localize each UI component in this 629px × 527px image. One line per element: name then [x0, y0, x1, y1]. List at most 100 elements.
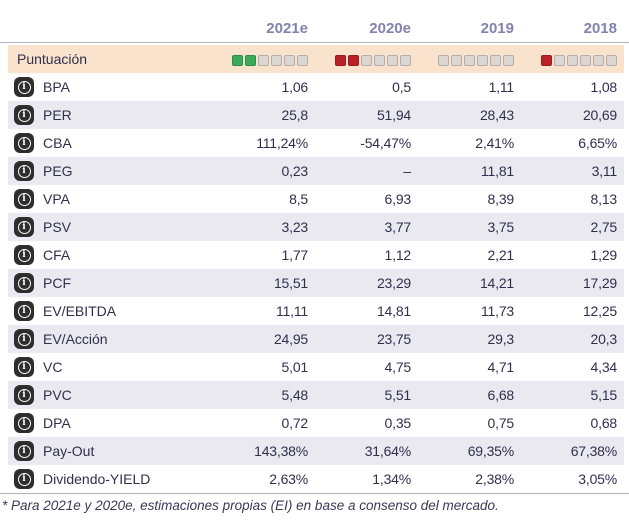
- info-icon-glyph: i: [17, 360, 31, 374]
- rating-square-empty: [361, 54, 372, 66]
- info-icon[interactable]: i: [14, 273, 34, 293]
- row-label-cell: i VC: [8, 357, 212, 377]
- row-label-cell: i PSV: [8, 217, 212, 237]
- info-icon-glyph: i: [17, 276, 31, 290]
- row-label-cell: i CBA: [8, 133, 212, 153]
- cell-value-2021e: 0,23: [281, 163, 309, 179]
- cell-value-2021e: 5,01: [281, 359, 309, 375]
- info-icon[interactable]: i: [14, 189, 34, 209]
- rating-square-green: [232, 54, 243, 66]
- table-row: i Pay-Out 143,38% 31,64% 69,35% 67,38%: [8, 437, 624, 465]
- rating-square-empty: [503, 54, 514, 66]
- cell-value-2020e: 23,29: [376, 275, 411, 291]
- rating-square-red: [541, 54, 552, 66]
- cell-value-2019: 1,11: [488, 79, 515, 95]
- table-row: i CFA 1,77 1,12 2,21 1,29: [8, 241, 624, 269]
- table-row: i CBA 111,24% -54,47% 2,41% 6,65%: [8, 129, 624, 157]
- cell-value-2019: 8,39: [487, 191, 515, 207]
- row-label-cell: i PEG: [8, 161, 212, 181]
- row-label: PER: [43, 107, 72, 123]
- info-icon[interactable]: i: [14, 301, 34, 321]
- rating-square-empty: [451, 54, 462, 66]
- info-icon[interactable]: i: [14, 357, 34, 377]
- rating-square-red: [335, 54, 346, 66]
- score-cell-2019: [418, 51, 521, 67]
- row-label: PCF: [43, 275, 71, 291]
- info-icon[interactable]: i: [14, 161, 34, 181]
- cell-value-2021e: 3,23: [281, 219, 309, 235]
- info-icon[interactable]: i: [14, 385, 34, 405]
- info-icon[interactable]: i: [14, 329, 34, 349]
- cell-value-2020e: 23,75: [376, 331, 411, 347]
- rating-squares: [335, 54, 411, 66]
- column-header-2020e: 2020e: [369, 19, 411, 37]
- cell-value-2018: 20,69: [582, 107, 617, 123]
- cell-value-2019: 3,75: [487, 219, 515, 235]
- cell-value-2020e: 31,64%: [364, 443, 411, 459]
- cell-value-2019: 28,43: [479, 107, 514, 123]
- cell-value-2020e: 5,51: [384, 387, 412, 403]
- score-cell-2020e: [315, 51, 418, 67]
- row-label-cell: i PER: [8, 105, 212, 125]
- rating-square-empty: [464, 54, 475, 66]
- score-row-label-cell: Puntuación: [8, 51, 212, 67]
- table-row: i EV/EBITDA 11,11 14,81 11,73 12,25: [8, 297, 624, 325]
- table-row: i PCF 15,51 23,29 14,21 17,29: [8, 269, 624, 297]
- info-icon[interactable]: i: [14, 133, 34, 153]
- info-icon[interactable]: i: [14, 217, 34, 237]
- row-label-cell: i DPA: [8, 413, 212, 433]
- cell-value-2020e: 0,35: [384, 415, 412, 431]
- column-header-2019: 2019: [480, 19, 514, 37]
- table-body: Puntuación i BPA 1,06 0,5 1,11 1,08 i PER 25,8 51,…: [8, 45, 624, 493]
- info-icon[interactable]: i: [14, 105, 34, 125]
- cell-value-2019: 2,38%: [475, 471, 514, 487]
- row-label: CFA: [43, 247, 71, 263]
- info-icon[interactable]: i: [14, 441, 34, 461]
- row-label: PEG: [43, 163, 73, 179]
- info-icon[interactable]: i: [14, 469, 34, 489]
- row-label: DPA: [43, 415, 71, 431]
- cell-value-2018: 20,3: [590, 331, 618, 347]
- cell-value-2020e: 4,75: [384, 359, 412, 375]
- column-header-2021e: 2021e: [266, 19, 308, 37]
- info-icon[interactable]: i: [14, 77, 34, 97]
- cell-value-2021e: 1,77: [281, 247, 309, 263]
- cell-value-2021e: 5,48: [281, 387, 309, 403]
- rating-square-empty: [297, 54, 308, 66]
- cell-value-2019: 14,21: [479, 275, 514, 291]
- row-label-cell: i Pay-Out: [8, 441, 212, 461]
- cell-value-2019: 29,3: [487, 331, 515, 347]
- rating-square-green: [245, 54, 256, 66]
- table-row: i BPA 1,06 0,5 1,11 1,08: [8, 73, 624, 101]
- cell-value-2018: 12,25: [582, 303, 617, 319]
- cell-value-2020e: –: [403, 163, 411, 179]
- info-icon-glyph: i: [17, 416, 31, 430]
- cell-value-2018: 0,68: [590, 415, 618, 431]
- cell-value-2018: 8,13: [590, 191, 618, 207]
- row-label-cell: i PCF: [8, 273, 212, 293]
- info-icon-glyph: i: [17, 80, 31, 94]
- row-label-cell: i BPA: [8, 77, 212, 97]
- row-label-cell: i VPA: [8, 189, 212, 209]
- cell-value-2018: 17,29: [582, 275, 617, 291]
- cell-value-2018: 3,05%: [578, 471, 617, 487]
- rating-square-empty: [554, 54, 565, 66]
- table-row: i PVC 5,48 5,51 6,68 5,15: [8, 381, 624, 409]
- row-label-cell: i EV/Acción: [8, 329, 212, 349]
- rating-square-red: [348, 54, 359, 66]
- row-label: Dividendo-YIELD: [43, 471, 151, 487]
- info-icon[interactable]: i: [14, 413, 34, 433]
- info-icon[interactable]: i: [14, 245, 34, 265]
- table-row: i Dividendo-YIELD 2,63% 1,34% 2,38% 3,05%: [8, 465, 624, 493]
- cell-value-2021e: 11,11: [276, 303, 308, 319]
- cell-value-2021e: 8,5: [289, 191, 308, 207]
- cell-value-2021e: 15,51: [273, 275, 308, 291]
- info-icon-glyph: i: [17, 136, 31, 150]
- cell-value-2020e: -54,47%: [360, 135, 411, 151]
- info-icon-glyph: i: [17, 248, 31, 262]
- cell-value-2021e: 24,95: [273, 331, 308, 347]
- rating-square-empty: [258, 54, 269, 66]
- cell-value-2019: 0,75: [487, 415, 515, 431]
- cell-value-2018: 5,15: [590, 387, 618, 403]
- score-cell-2018: [521, 51, 624, 67]
